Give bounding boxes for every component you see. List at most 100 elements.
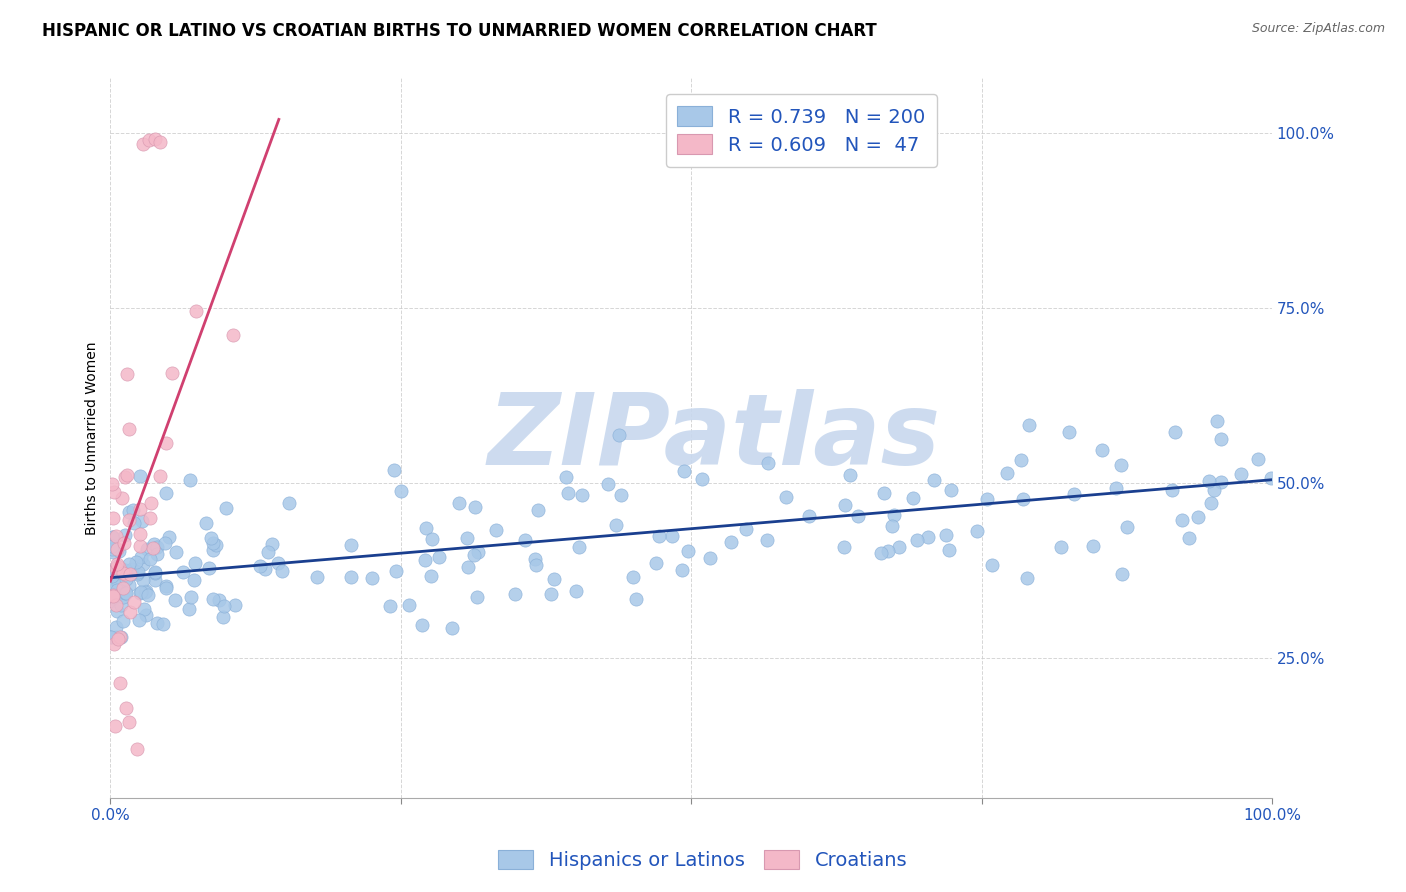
Point	[378, 599, 401, 613]
Point	[671, 563, 693, 577]
Point	[131, 573, 153, 587]
Point	[1018, 417, 1040, 432]
Point	[887, 541, 910, 555]
Point	[917, 530, 939, 544]
Point	[339, 570, 361, 584]
Point	[305, 570, 328, 584]
Point	[673, 465, 696, 479]
Point	[104, 719, 127, 733]
Point	[101, 588, 124, 602]
Point	[1109, 458, 1132, 473]
Point	[139, 496, 162, 510]
Point	[132, 602, 155, 616]
Point	[143, 565, 166, 579]
Point	[1115, 519, 1137, 533]
Point	[105, 559, 128, 574]
Point	[111, 590, 134, 604]
Point	[340, 538, 363, 552]
Point	[1050, 540, 1073, 554]
Point	[115, 368, 138, 382]
Point	[118, 557, 141, 571]
Point	[125, 566, 148, 581]
Point	[938, 542, 960, 557]
Point	[1081, 539, 1104, 553]
Point	[155, 436, 177, 450]
Point	[115, 701, 138, 715]
Point	[153, 535, 176, 549]
Point	[184, 303, 207, 318]
Point	[117, 714, 139, 729]
Point	[107, 560, 129, 574]
Point	[385, 564, 408, 578]
Point	[1010, 453, 1032, 467]
Point	[1247, 451, 1270, 466]
Point	[103, 590, 125, 604]
Point	[215, 500, 238, 515]
Point	[127, 566, 149, 580]
Point	[132, 557, 155, 571]
Point	[104, 630, 127, 644]
Point	[1015, 570, 1038, 584]
Point	[118, 578, 141, 592]
Point	[118, 505, 141, 519]
Point	[981, 558, 1004, 572]
Point	[104, 529, 127, 543]
Point	[101, 539, 124, 553]
Point	[128, 526, 150, 541]
Point	[411, 618, 433, 632]
Point	[103, 567, 125, 582]
Point	[122, 503, 145, 517]
Point	[735, 522, 758, 536]
Point	[882, 519, 904, 533]
Point	[101, 569, 124, 583]
Point	[111, 491, 134, 505]
Point	[129, 586, 152, 600]
Point	[101, 530, 124, 544]
Point	[108, 631, 131, 645]
Point	[441, 621, 464, 635]
Point	[114, 469, 136, 483]
Point	[100, 630, 122, 644]
Point	[661, 528, 683, 542]
Point	[1199, 496, 1222, 510]
Point	[125, 555, 148, 569]
Point	[112, 566, 135, 581]
Point	[105, 582, 128, 597]
Point	[1230, 467, 1253, 481]
Point	[1063, 486, 1085, 500]
Point	[568, 541, 591, 555]
Point	[524, 552, 547, 566]
Point	[609, 428, 631, 442]
Point	[941, 483, 963, 497]
Point	[104, 599, 127, 613]
Point	[465, 591, 488, 605]
Point	[883, 508, 905, 522]
Point	[103, 484, 125, 499]
Point	[197, 561, 219, 575]
Point	[598, 477, 620, 491]
Point	[624, 592, 647, 607]
Legend: Hispanics or Latinos, Croatians: Hispanics or Latinos, Croatians	[491, 842, 915, 878]
Text: ZIPatlas: ZIPatlas	[488, 389, 941, 486]
Point	[1198, 474, 1220, 488]
Point	[361, 571, 384, 585]
Point	[118, 605, 141, 619]
Y-axis label: Births to Unmarried Women: Births to Unmarried Women	[86, 341, 100, 534]
Point	[114, 566, 136, 581]
Point	[976, 491, 998, 506]
Point	[131, 514, 153, 528]
Point	[184, 556, 207, 570]
Point	[877, 543, 900, 558]
Point	[103, 563, 125, 577]
Point	[118, 513, 141, 527]
Point	[135, 541, 157, 556]
Point	[905, 533, 928, 547]
Point	[564, 584, 586, 599]
Point	[1202, 483, 1225, 497]
Point	[415, 521, 437, 535]
Point	[1209, 475, 1232, 490]
Point	[142, 537, 165, 551]
Point	[903, 491, 925, 506]
Point	[112, 536, 135, 550]
Point	[149, 468, 172, 483]
